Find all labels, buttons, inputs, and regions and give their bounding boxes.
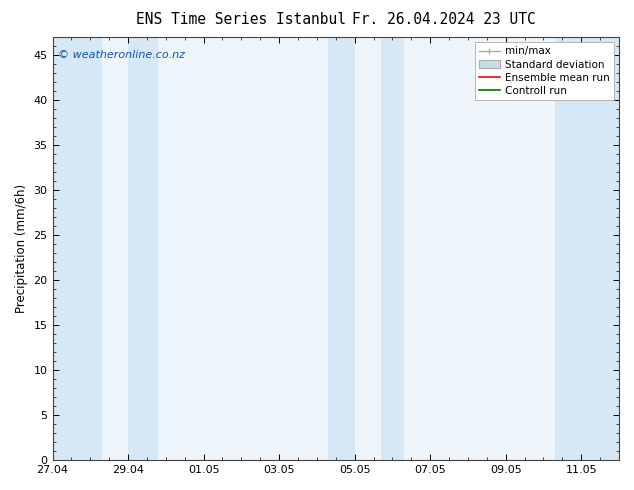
Y-axis label: Precipitation (mm/6h): Precipitation (mm/6h)	[15, 184, 28, 313]
Text: © weatheronline.co.nz: © weatheronline.co.nz	[58, 50, 185, 60]
Bar	[328, 37, 354, 460]
Bar	[128, 37, 158, 460]
Bar	[53, 37, 101, 460]
Legend: min/max, Standard deviation, Ensemble mean run, Controll run: min/max, Standard deviation, Ensemble me…	[475, 42, 614, 100]
Bar	[555, 37, 619, 460]
Text: ENS Time Series Istanbul: ENS Time Series Istanbul	[136, 12, 346, 27]
Bar	[381, 37, 404, 460]
Text: Fr. 26.04.2024 23 UTC: Fr. 26.04.2024 23 UTC	[352, 12, 536, 27]
